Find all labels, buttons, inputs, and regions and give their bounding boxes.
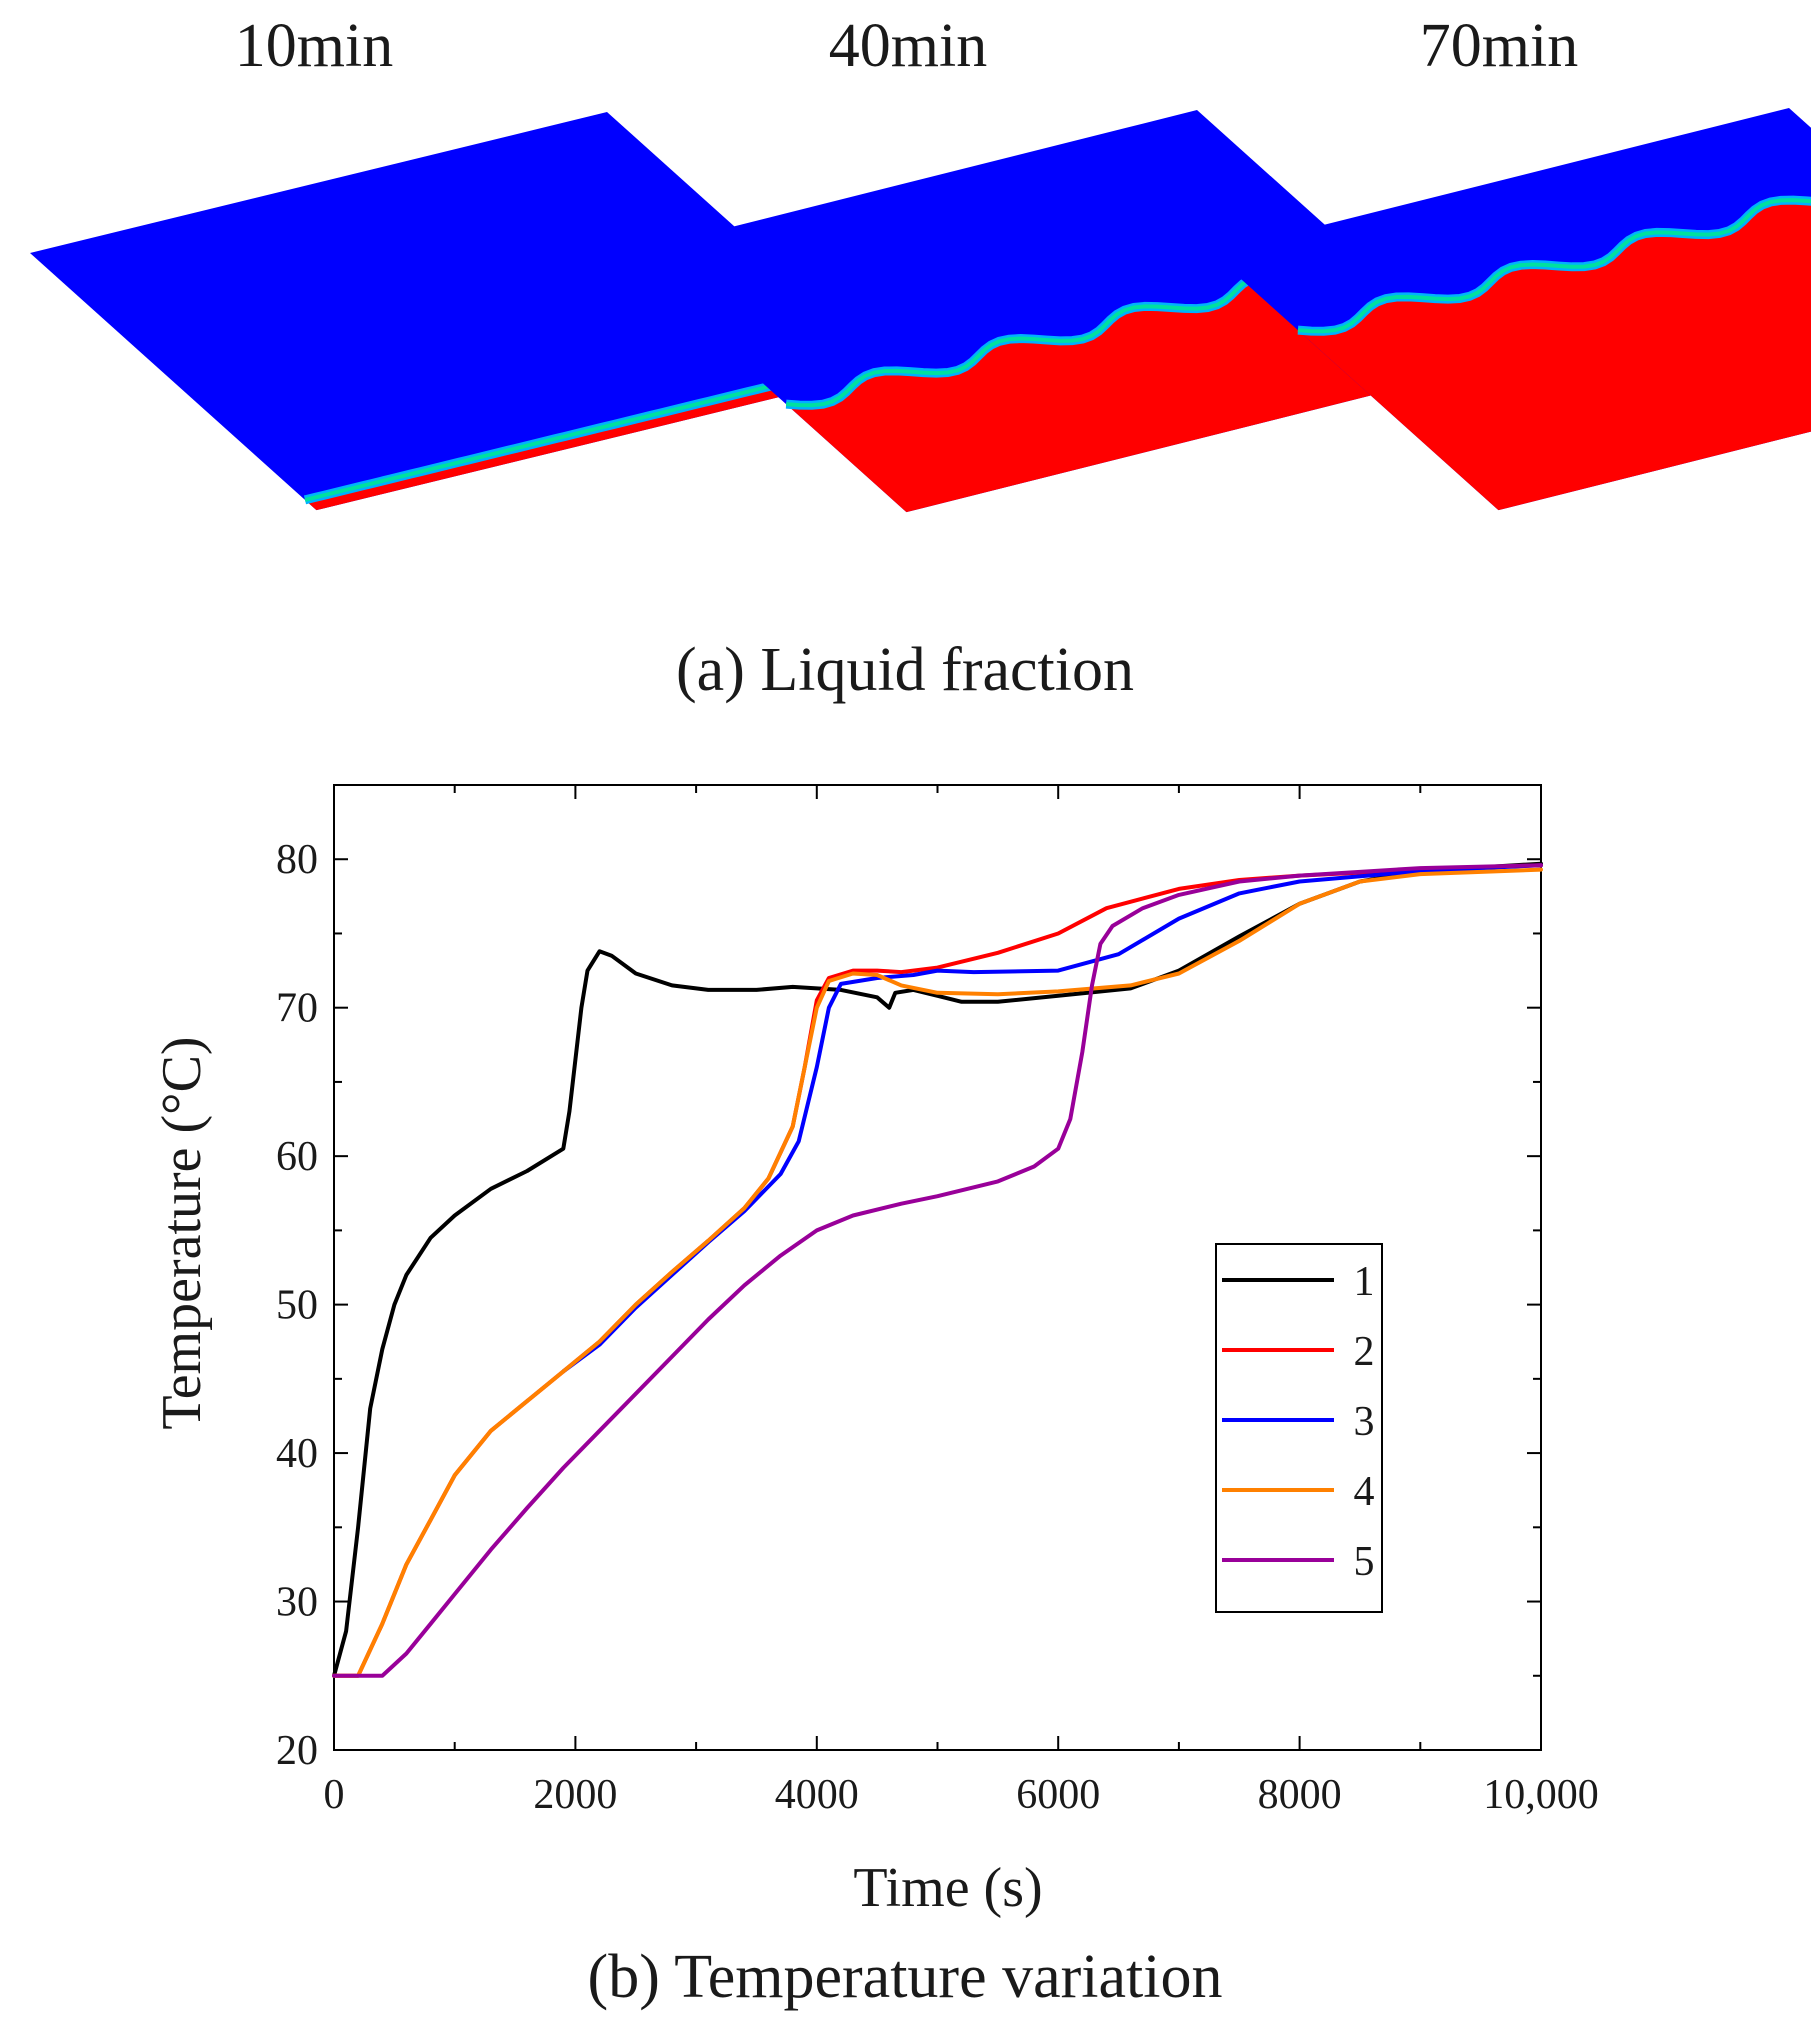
legend-label-4: 4: [1354, 1469, 1375, 1515]
y-tick-label: 50: [276, 1283, 318, 1329]
snapshot-title-40min: 40min: [829, 12, 987, 80]
series-line-3: [561, 863, 1543, 1374]
x-tick-label: 0: [324, 1772, 345, 1818]
x-tick-label: 4000: [775, 1772, 859, 1818]
y-tick-label: 60: [276, 1134, 318, 1180]
liquid-fraction-snapshot-70min: [1212, 108, 1811, 511]
panel-a-caption: (a) Liquid fraction: [676, 636, 1134, 704]
x-axis-label: Time (s): [853, 1857, 1042, 1919]
series-line-4: [332, 867, 1543, 1678]
x-tick-label: 10,000: [1483, 1772, 1599, 1818]
y-tick-label: 70: [276, 986, 318, 1032]
x-tick-label: 6000: [1016, 1772, 1100, 1818]
legend-label-2: 2: [1354, 1329, 1375, 1375]
panel-b-caption: (b) Temperature variation: [588, 1943, 1223, 2011]
y-tick-label: 40: [276, 1431, 318, 1477]
legend-label-1: 1: [1354, 1259, 1375, 1305]
legend-label-3: 3: [1354, 1399, 1375, 1445]
y-tick-label: 20: [276, 1728, 318, 1774]
liquid-region: [1297, 200, 1811, 511]
y-axis-label: Temperature (°C): [151, 1036, 213, 1429]
legend-box: [1215, 1243, 1383, 1613]
liquid-region: [304, 358, 894, 511]
snapshot-title-70min: 70min: [1420, 12, 1578, 80]
legend-label-5: 5: [1354, 1539, 1375, 1585]
chart-legend: 1 2 3 4 5: [1215, 1243, 1383, 1613]
x-tick-label: 2000: [533, 1772, 617, 1818]
melt-front: [1297, 198, 1811, 334]
snapshot-title-10min: 10min: [235, 12, 393, 80]
series-line-1: [332, 861, 1543, 1678]
liquid-fraction-panel: 10min 40min 70min (a) Liquid fraction: [30, 12, 1811, 704]
series-line-5: [332, 863, 1543, 1678]
x-tick-label: 8000: [1258, 1772, 1342, 1818]
y-tick-label: 80: [276, 837, 318, 883]
temperature-chart: 0 2000 4000 6000 8000 10,000 20 30 40 50 60 70 80 1 2…: [151, 784, 1599, 2011]
y-tick-label: 30: [276, 1580, 318, 1626]
